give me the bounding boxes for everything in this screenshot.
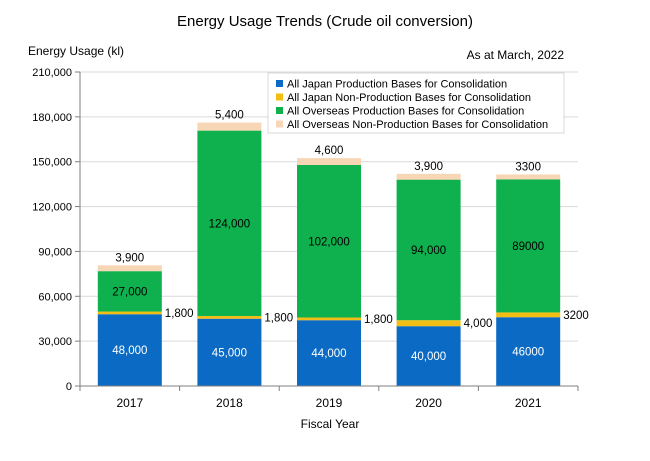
- bar-segment: [496, 312, 561, 318]
- data-label: 48,000: [112, 345, 147, 357]
- data-label: 4,600: [315, 145, 344, 157]
- bar-segment: [297, 165, 361, 318]
- data-label: 1,800: [165, 308, 194, 320]
- bar-segment: [97, 265, 162, 272]
- bars: 48,000 1,800 27,000 3,900 45,000 1,800 124,000…: [97, 110, 589, 386]
- y-tick-label: 120,000: [32, 202, 72, 214]
- y-tick-label: 60,000: [38, 291, 72, 303]
- data-label: 3200: [563, 310, 589, 322]
- bar-segment: [197, 318, 262, 386]
- legend-label: All Overseas Production Bases for Consol…: [287, 106, 524, 118]
- data-label: 4,000: [464, 318, 493, 330]
- as-at-note: As at March, 2022: [467, 48, 565, 62]
- bar-segment: [396, 173, 461, 180]
- data-label: 3,900: [414, 161, 443, 173]
- y-tick-label: 180,000: [32, 112, 72, 124]
- bar-segment: [396, 326, 461, 386]
- bar-segment: [297, 158, 361, 166]
- x-tick-label: 2019: [316, 396, 343, 410]
- data-label: 40,000: [411, 351, 446, 363]
- data-label: 3,900: [115, 252, 144, 264]
- legend-swatch: [276, 80, 283, 87]
- legend-swatch: [276, 107, 283, 114]
- data-label: 45,000: [212, 347, 247, 359]
- data-label: 94,000: [411, 245, 446, 257]
- bar-segment: [97, 314, 162, 386]
- x-axis-title: Fiscal Year: [301, 417, 360, 431]
- x-tick-label: 2018: [216, 396, 243, 410]
- bar-segment: [97, 311, 162, 315]
- bar-segment: [97, 271, 162, 312]
- legend-swatch: [276, 93, 283, 101]
- y-tick-label: 30,000: [38, 336, 72, 348]
- bar-segment: [197, 122, 262, 131]
- data-label: 5,400: [215, 110, 244, 122]
- data-label: 46000: [512, 347, 544, 359]
- data-label: 27,000: [112, 286, 147, 298]
- legend-swatch: [276, 120, 283, 128]
- bar-segment: [197, 130, 262, 317]
- bar-segment: [496, 317, 561, 386]
- data-label: 124,000: [209, 218, 251, 230]
- bar-segment: [496, 179, 561, 313]
- bar-segment: [496, 174, 561, 180]
- data-label: 44,000: [311, 348, 346, 360]
- y-tick-label: 210,000: [32, 67, 72, 79]
- legend-label: All Japan Production Bases for Consolida…: [287, 79, 507, 91]
- legend-label: All Overseas Non-Production Bases for Co…: [287, 119, 548, 131]
- legend: All Japan Production Bases for Consolida…: [267, 72, 565, 134]
- bar-segment: [297, 317, 361, 321]
- y-tick-label: 150,000: [32, 157, 72, 169]
- legend-label: All Japan Non-Production Bases for Conso…: [287, 92, 531, 104]
- y-tick-label: 90,000: [38, 246, 72, 258]
- x-tick-label: 2020: [415, 396, 442, 410]
- bar-segment: [197, 316, 262, 319]
- legend-box: [267, 72, 565, 134]
- data-label: 1,800: [264, 312, 293, 324]
- data-label: 89000: [512, 241, 544, 253]
- x-tick-label: 2021: [515, 396, 542, 410]
- axes: 0 30,000 60,000 90,000 120,000 150,000 180,000…: [32, 67, 579, 410]
- bar-segment: [297, 320, 361, 386]
- y-axis-title: Energy Usage (kl): [28, 44, 124, 58]
- data-label: 3300: [515, 161, 541, 173]
- chart-title: Energy Usage Trends (Crude oil conversio…: [177, 13, 473, 30]
- x-tick-label: 2017: [116, 396, 143, 410]
- data-label: 102,000: [308, 236, 350, 248]
- bar-segment: [396, 179, 461, 321]
- data-label: 1,800: [364, 314, 393, 326]
- bar-segment: [396, 320, 461, 327]
- y-tick-label: 0: [66, 381, 72, 393]
